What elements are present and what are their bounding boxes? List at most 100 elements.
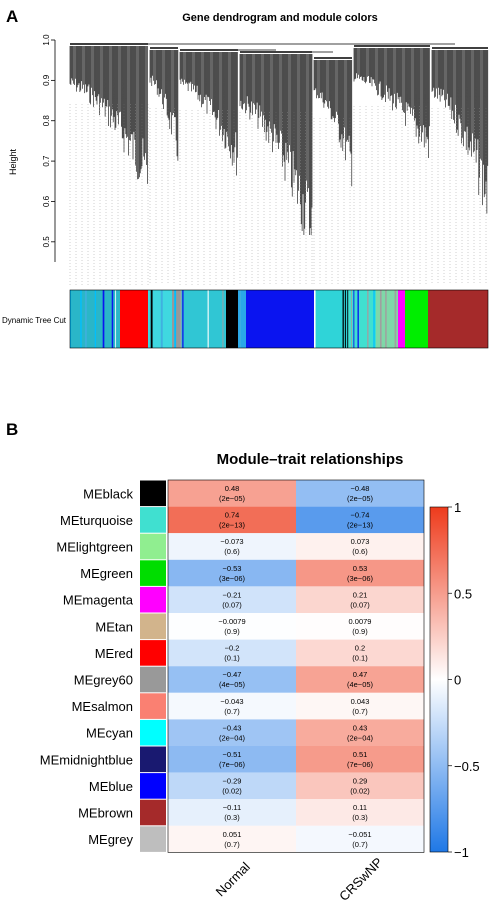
module-color-swatch [140,773,166,799]
dendrogram-y-axis: 0.5 0.6 0.7 0.8 0.9 1.0 [42,34,56,262]
cell-pvalue: (2e−05) [347,494,374,503]
heatmap: MEblack 0.48(2e−05)−0.48(2e−05)MEturquois… [40,479,425,904]
heatmap-cell [296,639,424,667]
cell-pvalue: (7e−06) [219,760,246,769]
heatmap-colorbar: 1 0.5 0 −0.5 −1 [429,500,480,860]
cell-correlation: 0.47 [353,670,368,679]
y-tick-label: 0.6 [42,195,51,207]
cell-correlation: 0.51 [353,750,368,759]
row-label: MEgrey60 [74,673,133,688]
module-color-swatch [140,799,166,826]
column-label: CRSwNP [336,855,385,904]
cell-pvalue: (0.7) [352,840,368,849]
cell-correlation: −0.43 [223,723,242,732]
cell-pvalue: (0.6) [352,547,368,556]
cell-pvalue: (2e−04) [347,733,374,742]
cell-correlation: −0.51 [223,750,242,759]
cell-correlation: 0.2 [355,644,365,653]
cell-correlation: −0.48 [351,484,370,493]
cell-correlation: −0.74 [351,511,370,520]
cell-pvalue: (0.9) [224,627,240,636]
cell-correlation: −0.53 [223,564,242,573]
cell-correlation: 0.073 [351,537,370,546]
cell-correlation: −0.073 [220,537,243,546]
colorbar-tick-label: −0.5 [454,759,480,774]
cell-correlation: 0.48 [225,484,240,493]
cell-pvalue: (0.1) [224,654,240,663]
cell-pvalue: (0.9) [352,627,368,636]
cell-correlation: 0.21 [353,590,368,599]
module-color-swatch [140,640,166,666]
cell-pvalue: (0.6) [224,547,240,556]
column-label: Normal [213,859,253,899]
row-label: MEblue [89,779,133,794]
cell-correlation: −0.47 [223,670,242,679]
heatmap-frame [167,479,425,853]
cell-correlation: 0.11 [353,803,367,812]
module-color-swatch [140,507,166,533]
module-color-bar [69,289,489,349]
heatmap-cell [168,613,296,640]
colorbar-tick-label: 1 [454,500,461,515]
module-color-swatch [140,613,166,640]
cell-pvalue: (4e−05) [347,680,374,689]
row-label: MEgreen [80,566,133,581]
y-tick-label: 0.5 [42,236,51,248]
y-tick-label: 1.0 [42,34,51,46]
cell-correlation: −0.2 [225,644,240,653]
row-label: MEgrey [88,832,133,847]
heatmap-cell [296,746,424,773]
cell-correlation: −0.11 [223,803,241,812]
heatmap-cell [168,746,296,773]
cell-pvalue: (7e−06) [347,760,374,769]
heatmap-title: Module–trait relationships [217,451,404,468]
row-label: MEcyan [86,726,133,741]
heatmap-cell [296,799,424,826]
cell-correlation: 0.43 [353,723,368,732]
module-color-swatch [140,586,166,613]
heatmap-cell [168,692,296,720]
cell-correlation: 0.0079 [349,617,372,626]
module-color-swatch [140,826,166,852]
colorbar-tick-label: 0 [454,673,461,688]
heatmap-cell [168,480,296,507]
y-tick-label: 0.9 [42,74,51,86]
cell-correlation: −0.043 [220,697,243,706]
module-color-swatch [140,719,166,746]
cell-correlation: −0.21 [223,590,242,599]
colorbar-tick-label: 0.5 [454,586,472,601]
heatmap-cell [168,719,296,746]
heatmap-cell [296,506,424,534]
module-color-swatch [140,560,166,586]
cell-pvalue: (2e−13) [347,521,374,530]
row-label: MEmidnightblue [40,752,133,767]
cell-pvalue: (2e−04) [219,733,246,742]
heatmap-cell [296,533,424,560]
heatmap-cell [168,639,296,667]
dendrogram-title: Gene dendrogram and module colors [182,12,378,24]
colorbar-tick-label: −1 [454,845,469,860]
cell-pvalue: (4e−05) [219,680,246,689]
cell-pvalue: (0.07) [350,600,370,609]
y-tick-label: 0.8 [42,115,51,127]
cell-correlation: 0.74 [225,511,240,520]
row-label: MEturquoise [60,513,133,528]
cell-correlation: 0.043 [351,697,370,706]
dendrogram-ylabel: Height [8,148,18,175]
cell-pvalue: (2e−05) [219,494,246,503]
heatmap-cell [168,586,296,613]
dendrogram-tree [69,43,489,285]
row-label: MEred [95,646,133,661]
cell-pvalue: (0.02) [222,787,242,796]
heatmap-cell [296,613,424,640]
cell-pvalue: (0.7) [224,707,240,716]
y-tick-label: 0.7 [42,155,51,167]
cell-pvalue: (0.3) [224,813,240,822]
row-label: MEbrown [78,806,133,821]
cell-pvalue: (2e−13) [219,521,246,530]
row-label: MElightgreen [56,540,133,555]
cell-correlation: 0.53 [353,564,368,573]
cell-pvalue: (0.3) [352,813,368,822]
cell-correlation: −0.051 [348,830,371,839]
cell-pvalue: (0.7) [224,840,240,849]
